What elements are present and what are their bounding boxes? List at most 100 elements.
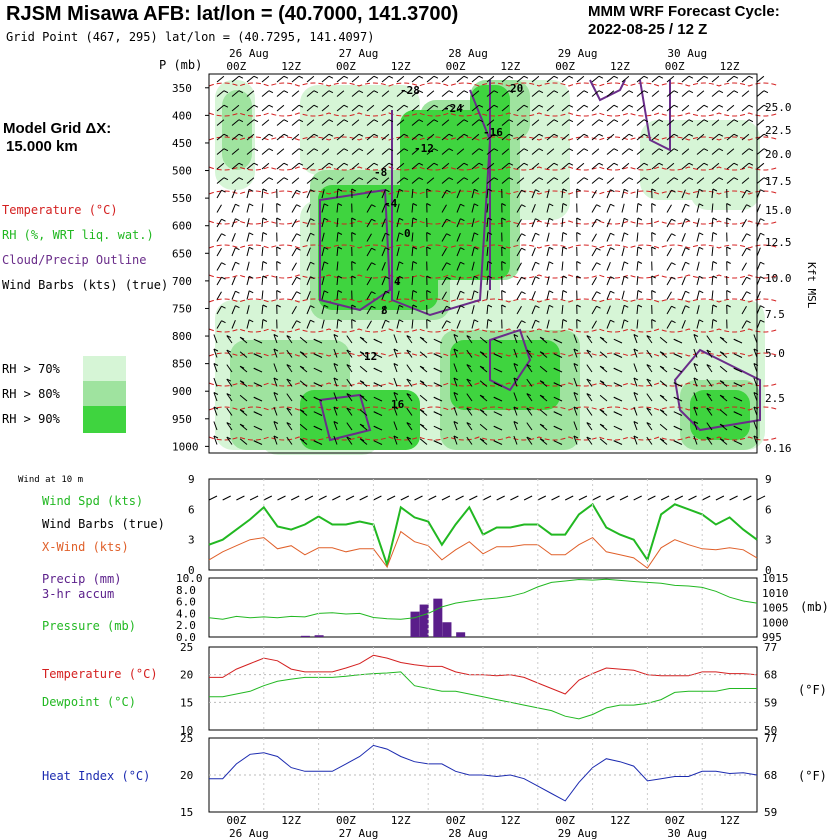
bottom-time-tick-label: 12Z: [720, 814, 740, 827]
wind-barb: [666, 276, 672, 286]
wind-barb: [621, 119, 630, 126]
wind-barb-flag: [248, 203, 254, 207]
wind-barb-flag: [539, 336, 545, 340]
wind-barb: [516, 177, 525, 184]
wind-barb-flag: [596, 262, 601, 266]
wind-barb: [501, 75, 510, 83]
wind-barb: [531, 233, 536, 242]
wind-barb: [741, 90, 750, 97]
wind-barb: [696, 261, 700, 271]
wind-barb-flag: [493, 177, 499, 181]
wind-barb: [441, 305, 447, 315]
wind-barb: [253, 338, 263, 344]
wind-barb: [711, 261, 714, 271]
wind-barb: [636, 217, 639, 228]
xwind-line: [208, 530, 758, 569]
wind-barb: [651, 90, 660, 97]
wind-barb-flag: [746, 320, 751, 324]
wind-barb: [561, 304, 564, 315]
wind-barb: [486, 246, 489, 257]
wind-barb-flag: [628, 148, 634, 152]
wind-barb: [486, 304, 489, 315]
wind-barb-flag: [412, 203, 418, 206]
temperature-line: [209, 654, 758, 695]
wind-barb: [546, 203, 550, 213]
wind-barb-flag: [746, 233, 751, 237]
wind-barb: [561, 203, 564, 213]
wind-barb: [621, 162, 630, 170]
wind-barb: [453, 377, 458, 387]
wind-barb: [526, 422, 533, 431]
wind-barb: [471, 133, 480, 141]
wind-barb: [633, 363, 638, 373]
wind-barb: [711, 75, 720, 83]
legend-cloud: Cloud/Precip Outline: [2, 253, 147, 267]
wind-barb-flag: [598, 177, 604, 181]
wind-barb: [396, 148, 405, 155]
wind-barb: [606, 305, 611, 315]
wind-barb-flag: [748, 148, 754, 152]
wind-barb: [666, 247, 672, 257]
surface-wind-barb: [578, 495, 588, 501]
wind-barb-flag: [403, 148, 409, 152]
wind-barb: [479, 336, 488, 344]
wind-barb: [366, 233, 372, 242]
wind-barb-flag: [359, 394, 365, 398]
wind-barb-flag: [388, 162, 394, 166]
wind-barb-flag: [286, 407, 292, 411]
wind-barb-flag: [698, 319, 704, 323]
height-tick-label: 20.0: [765, 148, 792, 161]
wind-barb-flag: [659, 351, 665, 355]
wind-barb-flag: [296, 291, 301, 295]
wind-barb-flag: [463, 133, 469, 137]
wind-barb-flag: [733, 367, 739, 371]
wind-barb: [306, 90, 315, 97]
wind-barb: [366, 177, 375, 184]
wind-barb: [561, 232, 564, 242]
wind-barb: [333, 392, 338, 402]
wind-barb: [441, 133, 450, 141]
wind-barb: [366, 305, 372, 315]
pressure-tick-label: 350: [172, 82, 192, 95]
wind-barb-flag: [276, 217, 281, 221]
wind-barb: [486, 203, 489, 213]
wind-barb: [239, 351, 248, 358]
wind-barb-flag: [613, 162, 619, 166]
legend-rh90: RH > 90%: [2, 412, 60, 426]
temperature-contour-label: -24: [443, 102, 463, 115]
wind-barb-flag: [613, 396, 619, 400]
wind-barb-flag: [460, 261, 465, 265]
wind-barb: [756, 305, 761, 315]
wind-barb: [573, 406, 578, 416]
wind-barb-flag: [337, 319, 343, 322]
wind-barb: [531, 162, 540, 170]
surface-wind-barb: [222, 495, 231, 501]
pressure-tick-label: 600: [172, 220, 192, 233]
wind-barb-flag: [473, 246, 479, 250]
wind-barb-flag: [433, 440, 439, 444]
wind-barb: [441, 177, 450, 184]
wind-barb-flag: [313, 338, 319, 342]
temperature-contour-label: 4: [394, 275, 401, 288]
wind-barb-flag: [698, 232, 704, 236]
wind-barb: [681, 262, 686, 271]
wind-barb: [651, 162, 660, 170]
wind-barb-flag: [487, 217, 493, 221]
wind-barb: [291, 320, 297, 329]
wind-barb: [246, 203, 250, 213]
wind-barb-flag: [613, 367, 619, 371]
wind-barb: [546, 104, 555, 112]
wind-barb-flag: [398, 261, 404, 265]
wind-barb-flag: [513, 406, 519, 410]
wind-barb-flag: [328, 177, 334, 181]
surface-wind-barb: [537, 495, 547, 501]
wind-barb: [216, 104, 225, 112]
wind-barb: [486, 162, 495, 170]
wind-barb: [576, 90, 585, 97]
wind-barb: [306, 177, 315, 184]
wind-barb-flag: [283, 177, 289, 181]
wind-barb: [576, 162, 585, 170]
wind-barb-flag: [239, 380, 245, 384]
wind-barb: [406, 378, 413, 387]
model-grid-label: Model Grid ΔX:: [3, 120, 112, 137]
